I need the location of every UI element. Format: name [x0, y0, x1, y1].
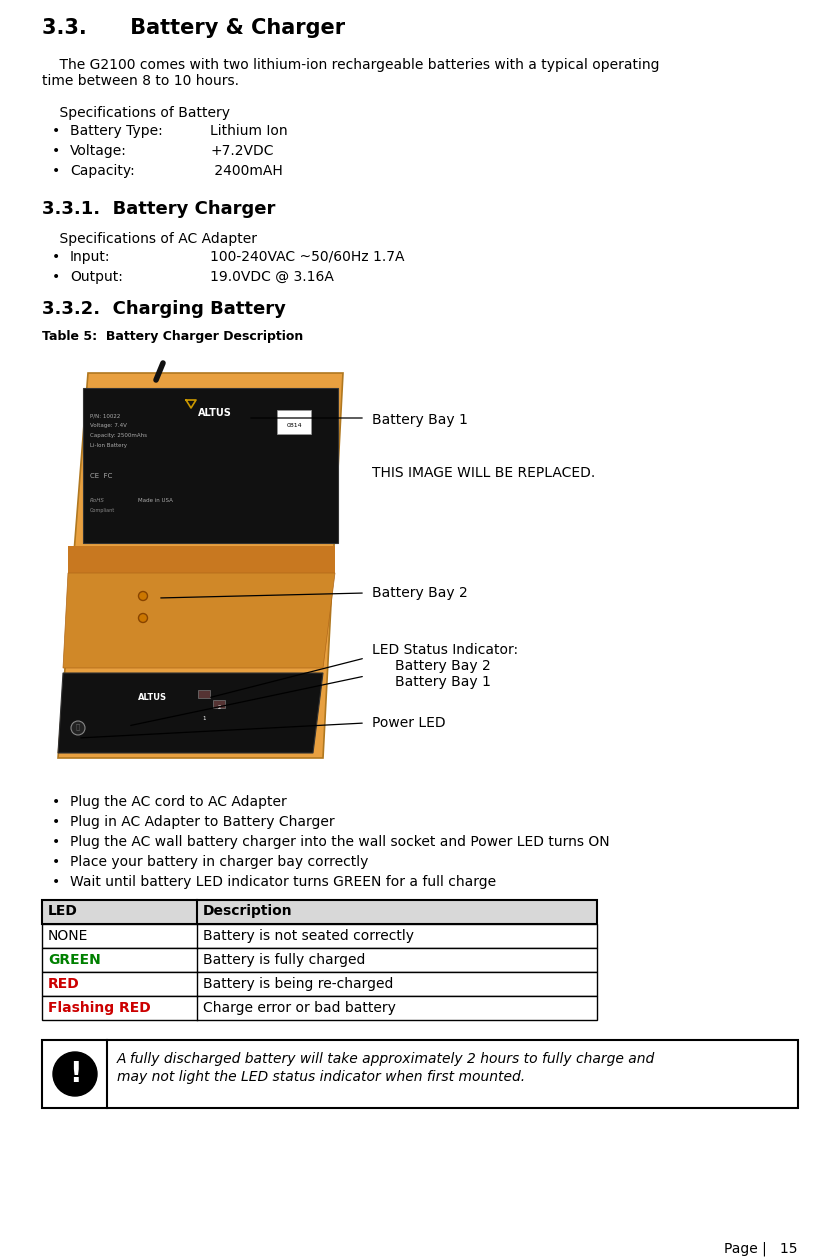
Text: •: • [52, 856, 60, 869]
Text: •: • [52, 835, 60, 849]
Text: Compliant: Compliant [90, 508, 115, 513]
Text: Battery Bay 1: Battery Bay 1 [372, 413, 468, 427]
Text: Voltage:: Voltage: [70, 144, 127, 158]
Text: The G2100 comes with two lithium-ion rechargeable batteries with a typical opera: The G2100 comes with two lithium-ion rec… [42, 58, 659, 72]
Polygon shape [63, 573, 335, 668]
Circle shape [139, 591, 148, 601]
Text: 0814: 0814 [286, 423, 302, 428]
Text: Battery is being re-charged: Battery is being re-charged [203, 976, 393, 992]
FancyBboxPatch shape [198, 690, 210, 698]
Text: Flashing RED: Flashing RED [48, 1000, 150, 1016]
Text: Battery Bay 1: Battery Bay 1 [395, 675, 491, 689]
Circle shape [139, 614, 148, 622]
Text: Capacity:: Capacity: [70, 164, 134, 178]
Text: P/N: 10022: P/N: 10022 [90, 413, 120, 418]
Text: may not light the LED status indicator when first mounted.: may not light the LED status indicator w… [117, 1070, 525, 1084]
FancyBboxPatch shape [42, 948, 597, 971]
Text: CE  FC: CE FC [90, 472, 113, 479]
Text: 3.3.2.  Charging Battery: 3.3.2. Charging Battery [42, 300, 286, 318]
Text: 3.3.1.  Battery Charger: 3.3.1. Battery Charger [42, 200, 276, 218]
Text: Description: Description [203, 903, 292, 919]
Text: Made in USA: Made in USA [138, 498, 173, 503]
Text: 1: 1 [202, 716, 206, 721]
Text: Li-Ion Battery: Li-Ion Battery [90, 444, 127, 449]
FancyBboxPatch shape [277, 410, 311, 433]
Text: Place your battery in charger bay correctly: Place your battery in charger bay correc… [70, 856, 369, 869]
Text: +7.2VDC: +7.2VDC [210, 144, 274, 158]
Text: •: • [52, 249, 60, 265]
Text: Wait until battery LED indicator turns GREEN for a full charge: Wait until battery LED indicator turns G… [70, 874, 496, 890]
Text: •: • [52, 144, 60, 158]
Text: NONE: NONE [48, 929, 88, 942]
Text: Battery is fully charged: Battery is fully charged [203, 953, 365, 966]
Text: Battery Bay 2: Battery Bay 2 [395, 659, 491, 673]
Text: •: • [52, 795, 60, 809]
Text: 2400mAH: 2400mAH [210, 164, 283, 178]
Text: Plug the AC cord to AC Adapter: Plug the AC cord to AC Adapter [70, 795, 286, 809]
Polygon shape [58, 673, 323, 753]
Text: Power LED: Power LED [372, 716, 446, 730]
Text: ALTUS: ALTUS [198, 408, 232, 418]
Text: GREEN: GREEN [48, 953, 101, 966]
Text: •: • [52, 815, 60, 829]
Text: 2: 2 [218, 706, 221, 709]
Text: •: • [52, 164, 60, 178]
FancyBboxPatch shape [42, 1040, 798, 1108]
Polygon shape [58, 373, 343, 759]
Text: Charge error or bad battery: Charge error or bad battery [203, 1000, 396, 1016]
Text: Capacity: 2500mAhs: Capacity: 2500mAhs [90, 433, 147, 438]
Polygon shape [68, 546, 335, 573]
FancyBboxPatch shape [42, 995, 597, 1021]
Text: Plug in AC Adapter to Battery Charger: Plug in AC Adapter to Battery Charger [70, 815, 334, 829]
FancyBboxPatch shape [213, 701, 225, 708]
Circle shape [71, 721, 85, 735]
Text: •: • [52, 123, 60, 139]
Text: •: • [52, 270, 60, 284]
Text: •: • [52, 874, 60, 890]
Text: Lithium Ion: Lithium Ion [210, 123, 287, 139]
Text: Table 5:  Battery Charger Description: Table 5: Battery Charger Description [42, 330, 303, 343]
Text: LED: LED [48, 903, 78, 919]
Text: Battery Type:: Battery Type: [70, 123, 163, 139]
Text: Input:: Input: [70, 249, 111, 265]
Text: THIS IMAGE WILL BE REPLACED.: THIS IMAGE WILL BE REPLACED. [372, 466, 596, 480]
FancyBboxPatch shape [42, 924, 597, 948]
Text: LED Status Indicator:: LED Status Indicator: [372, 643, 518, 656]
Text: Battery is not seated correctly: Battery is not seated correctly [203, 929, 414, 942]
Text: Output:: Output: [70, 270, 123, 284]
Text: Specifications of Battery: Specifications of Battery [42, 106, 230, 120]
Text: Voltage: 7.4V: Voltage: 7.4V [90, 423, 127, 428]
Text: 19.0VDC @ 3.16A: 19.0VDC @ 3.16A [210, 270, 333, 284]
Text: ⏻: ⏻ [76, 723, 80, 731]
Circle shape [53, 1052, 97, 1096]
Text: Plug the AC wall battery charger into the wall socket and Power LED turns ON: Plug the AC wall battery charger into th… [70, 835, 610, 849]
Text: time between 8 to 10 hours.: time between 8 to 10 hours. [42, 74, 239, 88]
Text: 3.3.      Battery & Charger: 3.3. Battery & Charger [42, 18, 345, 38]
Text: A fully discharged battery will take approximately 2 hours to fully charge and: A fully discharged battery will take app… [117, 1052, 655, 1066]
Text: Page |   15: Page | 15 [724, 1242, 798, 1256]
FancyBboxPatch shape [42, 900, 597, 924]
Polygon shape [83, 388, 338, 543]
Text: Battery Bay 2: Battery Bay 2 [372, 586, 468, 600]
Text: RoHS: RoHS [90, 498, 105, 503]
FancyBboxPatch shape [42, 971, 597, 995]
Text: ALTUS: ALTUS [138, 693, 167, 702]
Text: 100-240VAC ~50/60Hz 1.7A: 100-240VAC ~50/60Hz 1.7A [210, 249, 405, 265]
Text: RED: RED [48, 976, 80, 992]
Text: !: ! [69, 1060, 81, 1087]
Text: Specifications of AC Adapter: Specifications of AC Adapter [42, 232, 257, 246]
